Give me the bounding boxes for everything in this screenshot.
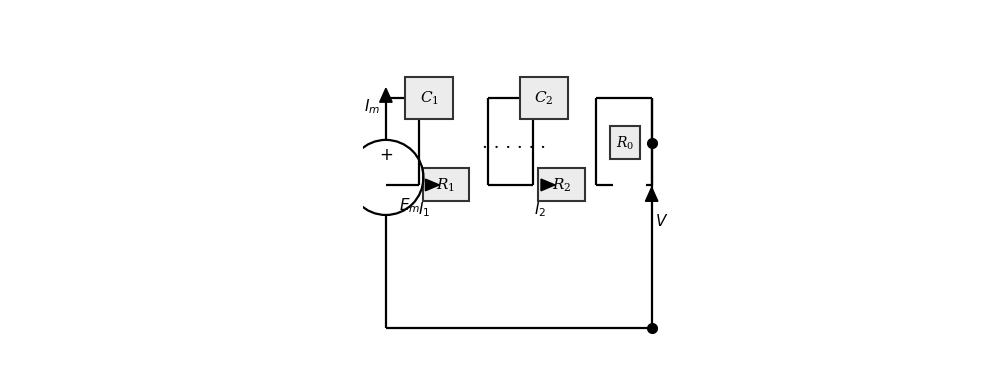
- Polygon shape: [380, 88, 392, 102]
- Text: . . . . . .: . . . . . .: [482, 134, 545, 152]
- Text: $E_m$: $E_m$: [400, 197, 421, 215]
- Text: $I_2$: $I_2$: [534, 200, 547, 219]
- Text: $C_2$: $C_2$: [534, 89, 553, 106]
- FancyBboxPatch shape: [423, 168, 469, 202]
- Text: $R_0$: $R_0$: [615, 134, 633, 152]
- Text: $C_1$: $C_1$: [420, 89, 439, 106]
- FancyBboxPatch shape: [538, 168, 585, 202]
- FancyBboxPatch shape: [609, 126, 639, 160]
- Text: $R_1$: $R_1$: [437, 176, 456, 194]
- Text: $+$: $+$: [379, 146, 393, 164]
- Text: $V$: $V$: [655, 213, 668, 229]
- Text: $I_m$: $I_m$: [364, 98, 380, 116]
- FancyBboxPatch shape: [519, 77, 567, 119]
- Text: $R_2$: $R_2$: [552, 176, 571, 194]
- Polygon shape: [426, 179, 439, 191]
- FancyBboxPatch shape: [406, 77, 454, 119]
- Text: $I_1$: $I_1$: [418, 200, 431, 219]
- Polygon shape: [645, 187, 658, 201]
- Polygon shape: [541, 179, 555, 191]
